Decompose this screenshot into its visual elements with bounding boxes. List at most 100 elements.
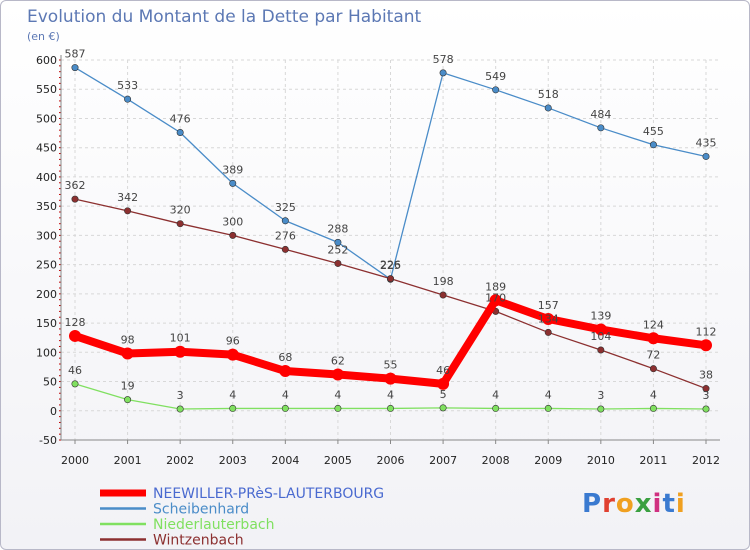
data-label: 55 xyxy=(384,359,398,372)
x-tick-label: 2000 xyxy=(61,454,89,467)
data-label: 342 xyxy=(117,191,138,204)
y-tick-label: 500 xyxy=(36,112,57,125)
data-point xyxy=(439,404,447,412)
x-tick-label: 2011 xyxy=(639,454,667,467)
x-tick-label: 2001 xyxy=(114,454,142,467)
data-point xyxy=(121,347,134,360)
data-label: 46 xyxy=(68,364,82,377)
data-point xyxy=(226,348,239,361)
data-label: 4 xyxy=(334,388,341,401)
data-point xyxy=(281,217,289,225)
data-point xyxy=(544,104,552,112)
data-point xyxy=(334,404,342,412)
data-label: 389 xyxy=(222,163,243,176)
chart-title: Evolution du Montant de la Dette par Hab… xyxy=(27,7,422,27)
x-tick-label: 2010 xyxy=(587,454,615,467)
data-point xyxy=(702,385,710,393)
data-label: 98 xyxy=(121,333,135,346)
data-label: 72 xyxy=(646,349,660,362)
data-label: 101 xyxy=(170,332,191,345)
data-point xyxy=(492,404,500,412)
data-point xyxy=(229,231,237,239)
data-label: 518 xyxy=(538,88,559,101)
y-tick-label: 350 xyxy=(36,200,57,213)
data-label: 300 xyxy=(222,215,243,228)
data-point xyxy=(176,220,184,228)
logo-letter: P xyxy=(582,489,603,519)
data-label: 320 xyxy=(170,204,191,217)
data-label: 325 xyxy=(275,201,296,214)
data-point xyxy=(229,179,237,187)
data-point xyxy=(702,405,710,413)
data-label: 4 xyxy=(229,388,236,401)
data-labels: 5875334763893252882255785495184844554353… xyxy=(65,48,717,402)
data-label: 276 xyxy=(275,229,296,242)
data-label: 38 xyxy=(699,369,713,382)
data-label: 3 xyxy=(177,389,184,402)
data-point xyxy=(124,396,132,404)
chart-subtitle: (en €) xyxy=(27,30,60,43)
logo-letter: t xyxy=(662,489,676,519)
data-label: 134 xyxy=(538,312,559,325)
y-tick-label: 150 xyxy=(36,317,57,330)
data-point xyxy=(544,328,552,336)
data-label: 128 xyxy=(65,316,86,329)
logo-letter: i xyxy=(675,489,686,519)
data-point xyxy=(439,291,447,299)
data-label: 104 xyxy=(590,330,611,343)
data-point xyxy=(594,323,607,336)
y-tick-label: 200 xyxy=(36,288,57,301)
data-point xyxy=(492,86,500,94)
x-tick-label: 2002 xyxy=(166,454,194,467)
y-tick-label: 600 xyxy=(36,54,57,67)
data-point xyxy=(279,365,292,378)
y-tick-label: 250 xyxy=(36,259,57,272)
data-point xyxy=(647,332,660,345)
axes: -50 0 50 100 150 200 250 300 350 400 450 500 550 600 2… xyxy=(36,54,720,467)
legend-label: Scheibenhard xyxy=(153,502,249,518)
x-tick-label: 2009 xyxy=(534,454,562,467)
data-label: 587 xyxy=(65,48,86,61)
data-point xyxy=(544,404,552,412)
data-label: 533 xyxy=(117,79,138,92)
x-tick-label: 2012 xyxy=(692,454,720,467)
data-label: 170 xyxy=(485,291,506,304)
legend-label: Niederlauterbach xyxy=(153,517,274,533)
data-point xyxy=(597,124,605,132)
data-label: 4 xyxy=(492,388,499,401)
data-label: 96 xyxy=(226,335,240,348)
data-point xyxy=(597,405,605,413)
data-point xyxy=(489,294,502,307)
data-label: 4 xyxy=(650,388,657,401)
data-label: 189 xyxy=(485,280,506,293)
data-label: 252 xyxy=(327,243,348,256)
data-label: 157 xyxy=(538,299,559,312)
y-tick-label: 550 xyxy=(36,83,57,96)
data-point xyxy=(700,339,712,352)
logo-letter: o xyxy=(615,489,635,519)
data-label: 4 xyxy=(545,388,552,401)
series-layer xyxy=(69,64,712,413)
data-point xyxy=(649,365,657,373)
data-point xyxy=(281,404,289,412)
x-tick-label: 2007 xyxy=(429,454,457,467)
data-label: 225 xyxy=(380,259,401,272)
legend-label: NEEWILLER-PRèS-LAUTERBOURG xyxy=(153,486,384,502)
legend: NEEWILLER-PRèS-LAUTERBOURGScheibenhardNi… xyxy=(100,486,384,549)
data-label: 455 xyxy=(643,125,664,138)
data-label: 4 xyxy=(387,388,394,401)
data-label: 362 xyxy=(65,179,86,192)
data-point xyxy=(439,69,447,77)
data-point xyxy=(542,312,555,325)
data-label: 549 xyxy=(485,70,506,83)
x-tick-label: 2004 xyxy=(271,454,299,467)
data-point xyxy=(649,141,657,149)
y-tick-label: 300 xyxy=(36,229,57,242)
data-label: 124 xyxy=(643,318,664,331)
data-point xyxy=(229,404,237,412)
y-tick-label: -50 xyxy=(39,434,57,447)
y-tick-label: 400 xyxy=(36,171,57,184)
data-point xyxy=(384,372,397,385)
